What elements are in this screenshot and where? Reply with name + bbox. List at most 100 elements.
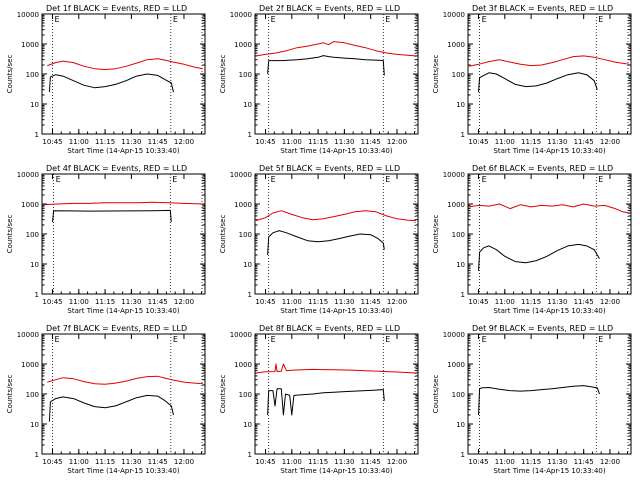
x-tick-label: 11:30 xyxy=(334,298,354,306)
x-tick-label: 11:30 xyxy=(547,298,567,306)
event-marker-label: E xyxy=(55,335,60,344)
x-tick-label: 12:00 xyxy=(600,298,620,306)
x-tick-label: 11:30 xyxy=(547,138,567,146)
y-tick-label: 1000 xyxy=(21,201,39,209)
x-tick-label: 11:45 xyxy=(361,458,381,466)
y-tick-label: 100 xyxy=(452,391,465,399)
y-tick-label: 1 xyxy=(248,131,252,139)
event-marker-label: E xyxy=(271,15,276,24)
y-tick-label: 10 xyxy=(243,421,252,429)
y-axis-label: Counts/sec xyxy=(219,55,227,94)
y-tick-label: 10000 xyxy=(17,11,39,19)
y-tick-label: 10 xyxy=(456,261,465,269)
chart-title: Det 2f BLACK = Events, RED = LLD xyxy=(259,4,400,13)
x-axis-label: Start Time (14-Apr-15 10:33:40) xyxy=(67,147,179,155)
x-tick-label: 11:00 xyxy=(69,298,89,306)
x-tick-label: 11:45 xyxy=(574,458,594,466)
y-tick-label: 1 xyxy=(248,291,252,299)
chart-title: Det 6f BLACK = Events, RED = LLD xyxy=(472,164,613,173)
x-tick-label: 12:00 xyxy=(174,138,194,146)
y-axis-label: Counts/sec xyxy=(432,375,440,414)
plot-frame xyxy=(254,13,419,135)
y-tick-label: 100 xyxy=(26,71,39,79)
chart-title: Det 8f BLACK = Events, RED = LLD xyxy=(259,324,400,333)
x-tick-label: 11:15 xyxy=(521,138,541,146)
event-marker-label: E xyxy=(482,335,487,344)
x-tick-label: 11:15 xyxy=(521,458,541,466)
x-tick-label: 11:15 xyxy=(95,458,115,466)
y-tick-label: 1 xyxy=(35,131,39,139)
event-marker-label: E xyxy=(271,335,276,344)
x-tick-label: 10:45 xyxy=(255,458,275,466)
event-marker-label: E xyxy=(385,15,390,24)
y-tick-label: 10000 xyxy=(443,11,465,19)
y-tick-label: 10 xyxy=(30,261,39,269)
series-line-lld xyxy=(256,41,416,57)
y-tick-label: 10 xyxy=(30,421,39,429)
x-tick-label: 11:15 xyxy=(308,298,328,306)
series-line-events xyxy=(48,73,174,93)
y-tick-label: 1000 xyxy=(21,41,39,49)
series-line-lld xyxy=(47,58,203,71)
x-tick-label: 10:45 xyxy=(42,458,62,466)
plot-frame xyxy=(41,333,206,455)
x-tick-label: 10:45 xyxy=(255,298,275,306)
x-tick-label: 11:30 xyxy=(334,458,354,466)
x-tick-label: 11:00 xyxy=(69,458,89,466)
x-axis-label: Start Time (14-Apr-15 10:33:40) xyxy=(493,147,605,155)
y-tick-label: 10 xyxy=(456,101,465,109)
x-tick-label: 11:00 xyxy=(69,138,89,146)
y-tick-label: 1000 xyxy=(234,201,252,209)
y-tick-label: 10000 xyxy=(443,171,465,179)
series-line-lld xyxy=(469,203,629,214)
chart-title: Det 4f BLACK = Events, RED = LLD xyxy=(46,164,187,173)
x-tick-label: 11:00 xyxy=(282,138,302,146)
x-tick-label: 11:15 xyxy=(95,138,115,146)
event-marker-label: E xyxy=(385,175,390,184)
series-line-lld xyxy=(468,55,629,67)
y-tick-label: 10000 xyxy=(17,331,39,339)
series-line-events xyxy=(478,72,598,93)
chart-panel-8: Det 8f BLACK = Events, RED = LLD 1 10 100 10… xyxy=(219,324,419,475)
y-axis-label: Counts/sec xyxy=(432,215,440,254)
x-tick-label: 11:30 xyxy=(121,138,141,146)
y-tick-label: 1 xyxy=(35,451,39,459)
y-tick-label: 10 xyxy=(243,101,252,109)
event-marker-label: E xyxy=(482,175,487,184)
chart-panel-9: Det 9f BLACK = Events, RED = LLD 1 10 100 10… xyxy=(432,324,632,475)
event-marker-label: E xyxy=(598,15,603,24)
x-tick-label: 11:00 xyxy=(495,298,515,306)
y-tick-label: 1000 xyxy=(234,41,252,49)
x-tick-label: 10:45 xyxy=(468,458,488,466)
x-axis-label: Start Time (14-Apr-15 10:33:40) xyxy=(67,307,179,315)
y-tick-label: 100 xyxy=(239,391,252,399)
series-line-events xyxy=(267,55,385,76)
x-tick-label: 11:15 xyxy=(308,458,328,466)
x-tick-label: 11:45 xyxy=(361,138,381,146)
chart-panel-4: Det 4f BLACK = Events, RED = LLD 1 10 100 10… xyxy=(6,164,206,315)
x-tick-label: 11:30 xyxy=(334,138,354,146)
y-tick-label: 10 xyxy=(456,421,465,429)
plot-frame xyxy=(254,333,419,455)
x-tick-label: 10:45 xyxy=(468,298,488,306)
x-tick-label: 11:45 xyxy=(148,138,168,146)
y-tick-label: 1 xyxy=(461,131,465,139)
x-tick-label: 11:30 xyxy=(121,298,141,306)
x-tick-label: 11:00 xyxy=(495,458,515,466)
x-tick-label: 12:00 xyxy=(174,458,194,466)
chart-panel-1: Det 1f BLACK = Events, RED = LLD 1 10 100 10… xyxy=(6,4,206,155)
chart-panel-7: Det 7f BLACK = Events, RED = LLD 1 10 100 10… xyxy=(6,324,206,475)
x-tick-label: 11:00 xyxy=(282,458,302,466)
event-marker-label: E xyxy=(172,175,177,184)
y-axis-label: Counts/sec xyxy=(6,55,14,94)
chart-title: Det 3f BLACK = Events, RED = LLD xyxy=(472,4,613,13)
chart-title: Det 7f BLACK = Events, RED = LLD xyxy=(46,324,187,333)
event-marker-label: E xyxy=(385,335,390,344)
event-marker-label: E xyxy=(598,335,603,344)
plot-frame xyxy=(467,13,632,135)
series-line-events xyxy=(267,230,385,256)
series-line-lld xyxy=(47,375,203,385)
x-tick-label: 10:45 xyxy=(42,298,62,306)
x-tick-label: 12:00 xyxy=(387,138,407,146)
